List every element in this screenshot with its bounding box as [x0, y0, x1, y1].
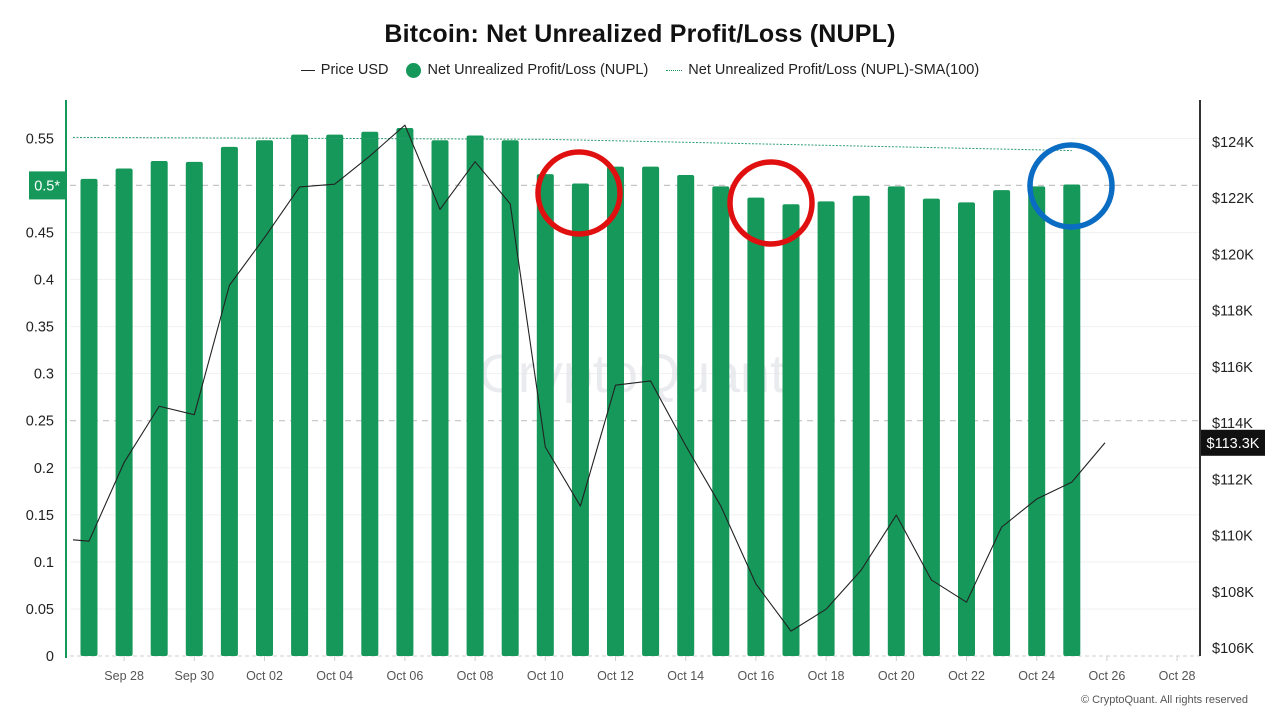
- line-swatch-icon: [300, 69, 315, 71]
- highlight-badge-label: 0.5*: [34, 178, 60, 194]
- dotted-line-swatch-icon: [666, 69, 683, 71]
- right-axis-tick-label: $108K: [1212, 585, 1254, 601]
- nupl-bar: [150, 160, 168, 657]
- x-axis-tick-label: Oct 10: [527, 669, 564, 683]
- nupl-bar: [1063, 184, 1081, 656]
- x-axis-tick-label: Oct 26: [1088, 669, 1125, 683]
- legend-label: Net Unrealized Profit/Loss (NUPL)-SMA(10…: [688, 62, 980, 78]
- left-axis-tick-label: 0.45: [26, 225, 54, 241]
- right-axis-tick-label: $120K: [1212, 247, 1254, 263]
- nupl-bar: [536, 174, 554, 656]
- left-axis-tick-label: 0.55: [26, 131, 54, 147]
- current-price-badge: [1201, 429, 1265, 456]
- x-axis-tick-label: Oct 14: [667, 669, 704, 683]
- nupl-bar: [607, 166, 624, 656]
- right-axis-tick-label: $118K: [1212, 304, 1253, 320]
- nupl-bar: [712, 186, 730, 656]
- left-axis-tick-label: 0.35: [26, 320, 54, 336]
- legend-item-sma[interactable]: Net Unrealized Profit/Loss (NUPL)-SMA(10…: [666, 62, 979, 78]
- nupl-bar: [115, 168, 133, 656]
- x-axis-tick-label: Oct 18: [808, 669, 845, 683]
- legend: Price USD Net Unrealized Profit/Loss (NU…: [0, 62, 1280, 78]
- highlight-badge: [29, 171, 66, 200]
- right-axis-tick-label: $122K: [1212, 191, 1254, 207]
- nupl-bar: [642, 166, 660, 656]
- nupl-bar: [466, 135, 484, 656]
- dot-swatch-icon: [406, 62, 422, 78]
- left-axis-tick-label: 0.15: [26, 508, 54, 524]
- left-axis-tick-label: 0.05: [26, 602, 54, 618]
- nupl-bar: [677, 175, 695, 656]
- x-axis-tick-label: Oct 24: [1018, 669, 1055, 683]
- red-annotation-circle: [727, 159, 815, 247]
- legend-item-price[interactable]: Price USD: [300, 62, 389, 78]
- nupl-bar: [431, 140, 449, 656]
- nupl-bar: [747, 197, 765, 656]
- nupl-bar: [887, 186, 905, 656]
- x-axis-tick-label: Sep 30: [174, 669, 214, 683]
- right-axis-tick-label: $112K: [1212, 472, 1253, 488]
- nupl-bar: [782, 204, 800, 656]
- x-axis-tick-label: Oct 28: [1159, 669, 1196, 683]
- x-axis-tick-label: Sep 28: [104, 669, 144, 683]
- nupl-bar: [817, 201, 835, 657]
- x-axis-tick-label: Oct 12: [597, 669, 634, 683]
- price-line: [72, 124, 1106, 632]
- nupl-bar: [361, 131, 379, 656]
- current-price-badge-label: $113.3K: [1207, 436, 1260, 452]
- left-axis-tick-label: 0.3: [34, 367, 54, 383]
- nupl-bar: [922, 198, 940, 656]
- x-axis-tick-label: Oct 06: [386, 669, 423, 683]
- x-axis-tick-label: Oct 16: [737, 669, 774, 683]
- x-axis-tick-label: Oct 08: [457, 669, 494, 683]
- chart-title: Bitcoin: Net Unrealized Profit/Loss (NUP…: [384, 20, 896, 48]
- nupl-bar: [256, 140, 273, 656]
- nupl-bar: [571, 183, 589, 656]
- nupl-bar: [852, 195, 870, 656]
- x-axis-tick-label: Oct 04: [316, 669, 353, 683]
- legend-label: Net Unrealized Profit/Loss (NUPL): [427, 62, 649, 78]
- legend-item-nupl[interactable]: Net Unrealized Profit/Loss (NUPL): [406, 62, 648, 78]
- nupl-bar: [958, 202, 975, 656]
- red-annotation-circle: [535, 149, 623, 237]
- left-axis-tick-label: 0.2: [34, 461, 54, 477]
- left-axis-tick-label: 0.4: [34, 273, 54, 289]
- x-axis-tick-label: Oct 02: [246, 669, 283, 683]
- left-axis-tick-label: 0: [46, 649, 54, 665]
- x-axis-tick-label: Oct 20: [878, 669, 915, 683]
- copyright: © CryptoQuant. All rights reserved: [1080, 694, 1248, 706]
- right-axis-tick-label: $116K: [1212, 360, 1253, 376]
- nupl-bar: [1028, 186, 1046, 656]
- nupl-bar: [80, 178, 98, 656]
- nupl-bar: [993, 190, 1011, 656]
- nupl-bar: [291, 134, 309, 656]
- left-axis-tick-label: 0.25: [26, 414, 54, 430]
- nupl-bar: [220, 146, 238, 656]
- right-axis-tick-label: $124K: [1212, 135, 1254, 151]
- blue-annotation-circle: [1027, 142, 1115, 230]
- nupl-bar: [501, 140, 519, 656]
- right-axis-tick-label: $114K: [1212, 416, 1253, 432]
- nupl-bar: [396, 128, 414, 656]
- x-axis-tick-label: Oct 22: [948, 669, 985, 683]
- right-axis-tick-label: $110K: [1212, 529, 1253, 545]
- legend-label: Price USD: [320, 62, 389, 78]
- nupl-bar: [185, 161, 203, 656]
- watermark: CryptoQuant: [479, 344, 785, 404]
- left-axis-tick-label: 0.1: [34, 555, 54, 571]
- right-axis-tick-label: $106K: [1212, 641, 1254, 657]
- sma-line: [72, 136, 1072, 152]
- nupl-bar: [326, 134, 344, 656]
